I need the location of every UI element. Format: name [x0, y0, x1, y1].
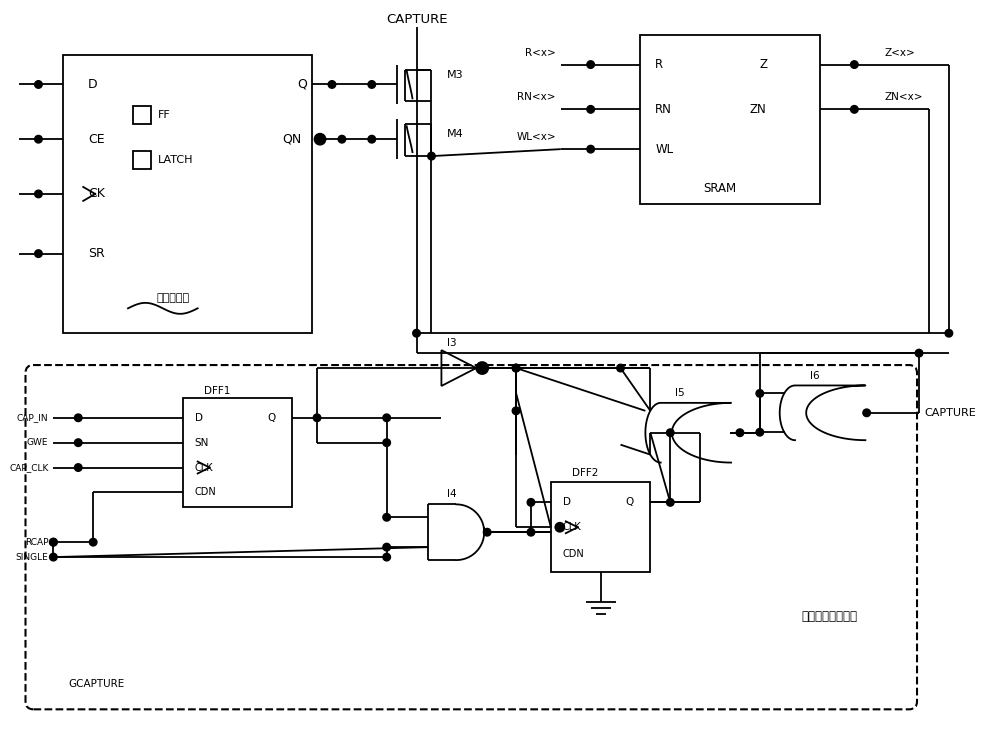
Text: Q: Q — [625, 498, 634, 508]
Bar — [640, 35, 820, 204]
Text: CLK: CLK — [195, 462, 213, 473]
Circle shape — [383, 414, 390, 422]
Text: Z<x>: Z<x> — [884, 47, 915, 58]
Circle shape — [74, 414, 82, 422]
Text: RN<x>: RN<x> — [517, 93, 556, 102]
Text: RCAP: RCAP — [25, 538, 48, 547]
Text: ZN: ZN — [750, 103, 767, 116]
Text: CDN: CDN — [195, 487, 216, 498]
Text: CE: CE — [88, 133, 105, 145]
Circle shape — [756, 389, 764, 397]
Circle shape — [383, 544, 390, 551]
Circle shape — [74, 439, 82, 447]
Circle shape — [383, 439, 390, 447]
Text: 捕获信号产生电路: 捕获信号产生电路 — [801, 610, 857, 623]
Text: I3: I3 — [447, 338, 456, 348]
Text: M3: M3 — [446, 69, 463, 80]
Circle shape — [89, 538, 97, 546]
Text: CAPTURE: CAPTURE — [924, 408, 976, 418]
Text: Q: Q — [297, 78, 307, 91]
Circle shape — [617, 364, 624, 372]
Circle shape — [527, 529, 535, 536]
Circle shape — [736, 429, 744, 437]
Text: 用户寄存器: 用户寄存器 — [156, 294, 189, 303]
Text: D: D — [195, 413, 203, 422]
Circle shape — [35, 136, 42, 143]
Circle shape — [35, 191, 42, 198]
Text: CAP_IN: CAP_IN — [17, 413, 48, 422]
Text: DFF2: DFF2 — [572, 468, 599, 477]
Text: CAPTURE: CAPTURE — [386, 14, 447, 26]
Bar — [133, 106, 151, 124]
Circle shape — [313, 414, 321, 422]
FancyBboxPatch shape — [26, 365, 917, 709]
Text: CDN: CDN — [563, 549, 585, 559]
Circle shape — [35, 250, 42, 258]
Circle shape — [50, 538, 57, 546]
Text: FF: FF — [158, 110, 171, 120]
Text: RN: RN — [655, 103, 672, 116]
Circle shape — [413, 329, 420, 337]
Text: CK: CK — [88, 187, 105, 200]
Circle shape — [512, 364, 520, 372]
Text: DFF1: DFF1 — [204, 386, 231, 396]
Circle shape — [587, 61, 594, 69]
Circle shape — [945, 329, 953, 337]
Text: R: R — [655, 58, 663, 71]
Text: CAP_CLK: CAP_CLK — [9, 463, 48, 472]
Circle shape — [368, 81, 376, 88]
Circle shape — [50, 553, 57, 561]
Circle shape — [328, 81, 336, 88]
Text: I6: I6 — [810, 370, 819, 380]
Circle shape — [863, 409, 870, 416]
Text: D: D — [88, 78, 98, 91]
Text: CLK: CLK — [563, 523, 581, 532]
Text: SR: SR — [88, 247, 105, 260]
Text: I5: I5 — [675, 388, 685, 398]
Circle shape — [587, 105, 594, 113]
Bar — [133, 151, 151, 169]
Circle shape — [383, 514, 390, 521]
Text: D: D — [563, 498, 571, 508]
Circle shape — [368, 136, 376, 143]
Circle shape — [338, 136, 346, 143]
Circle shape — [512, 364, 520, 372]
Text: I4: I4 — [447, 489, 456, 499]
Text: GWE: GWE — [27, 438, 48, 447]
Text: Q: Q — [267, 413, 276, 422]
Text: SINGLE: SINGLE — [16, 553, 48, 562]
Circle shape — [476, 362, 488, 374]
Bar — [63, 55, 312, 334]
Text: WL: WL — [655, 142, 673, 156]
Circle shape — [666, 429, 674, 437]
Circle shape — [851, 61, 858, 69]
Circle shape — [756, 428, 764, 436]
Text: SRAM: SRAM — [703, 182, 737, 196]
Text: WL<x>: WL<x> — [516, 133, 556, 142]
Circle shape — [587, 145, 594, 153]
Circle shape — [483, 529, 491, 536]
Circle shape — [428, 152, 435, 160]
Circle shape — [74, 464, 82, 471]
Circle shape — [50, 538, 57, 546]
Text: M4: M4 — [446, 130, 463, 139]
Circle shape — [851, 105, 858, 113]
Circle shape — [666, 498, 674, 506]
Text: R<x>: R<x> — [525, 47, 556, 58]
Circle shape — [527, 498, 535, 506]
Circle shape — [315, 134, 325, 145]
Circle shape — [555, 523, 564, 532]
Text: LATCH: LATCH — [158, 155, 193, 165]
Text: QN: QN — [282, 133, 301, 145]
Text: ZN<x>: ZN<x> — [884, 93, 923, 102]
Text: SN: SN — [195, 437, 209, 448]
Circle shape — [383, 553, 390, 561]
Circle shape — [915, 349, 923, 357]
Bar — [551, 483, 650, 572]
Bar — [183, 398, 292, 508]
Text: GCAPTURE: GCAPTURE — [68, 679, 125, 690]
Text: Z: Z — [760, 58, 768, 71]
Circle shape — [35, 81, 42, 88]
Circle shape — [512, 407, 520, 415]
